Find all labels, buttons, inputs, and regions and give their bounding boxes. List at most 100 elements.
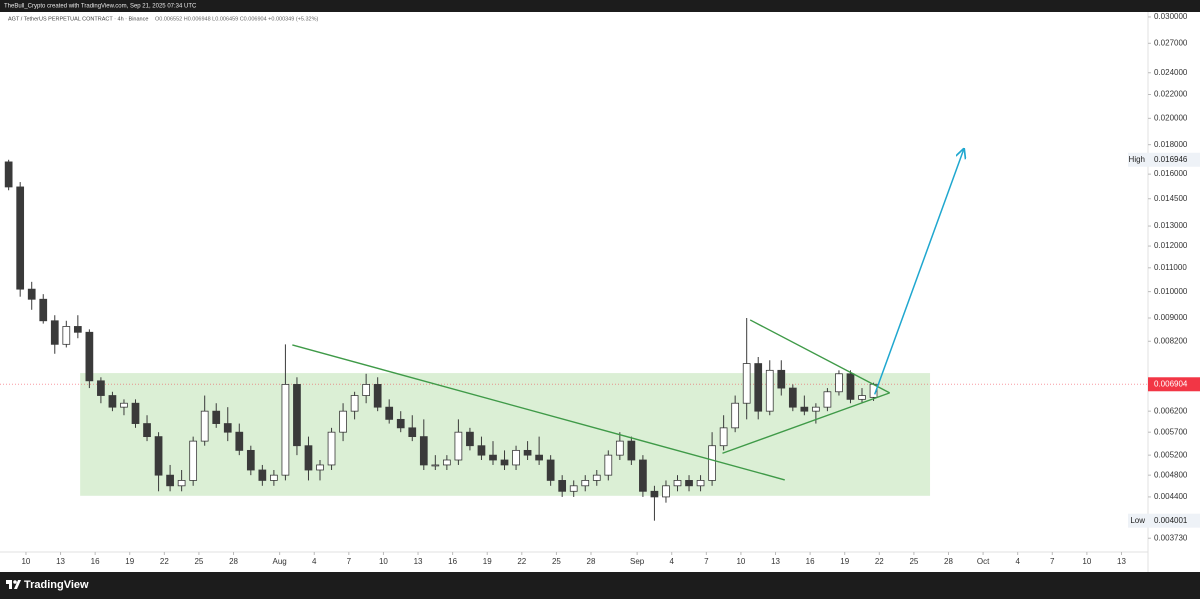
candle-body	[558, 480, 567, 492]
candle-body	[788, 387, 797, 408]
candle-body	[108, 395, 117, 408]
y-tick-label: 0.018000	[1154, 140, 1188, 149]
candle-body	[535, 454, 543, 461]
zone	[80, 373, 931, 496]
candle-body	[858, 395, 866, 400]
high-tag	[1148, 152, 1200, 167]
y-tick-label: 0.020000	[1154, 113, 1188, 122]
candle-body	[339, 410, 347, 433]
x-tick-label: Oct	[977, 557, 990, 566]
x-tick-label: 7	[704, 557, 709, 566]
high-name: High	[1129, 155, 1145, 164]
candle-body	[777, 369, 786, 389]
low-name: Low	[1130, 516, 1145, 525]
candle-body	[443, 459, 451, 466]
candle-body	[258, 469, 267, 481]
candle-body	[396, 418, 405, 429]
y-tick-label: 0.003730	[1154, 533, 1188, 542]
y-tick-label: 0.010000	[1154, 287, 1188, 296]
candle-body	[673, 480, 682, 487]
candle-body	[200, 410, 209, 442]
candle-body	[62, 326, 71, 345]
candle-body	[281, 384, 290, 476]
top-bar	[0, 0, 1200, 12]
x-tick-label: 16	[448, 557, 457, 566]
x-tick-label: Sep	[630, 557, 645, 566]
candle-body	[327, 431, 336, 466]
candle-body	[27, 288, 36, 300]
candle-body	[131, 402, 140, 424]
low-name-box	[1128, 513, 1148, 528]
candle-body	[662, 485, 670, 498]
x-tick-label: 28	[229, 557, 238, 566]
candle-body	[708, 445, 716, 481]
candle-body	[569, 485, 578, 492]
candle-body	[466, 431, 474, 447]
candle-body	[823, 391, 832, 408]
candle-body	[685, 480, 693, 487]
candle-body	[627, 440, 636, 461]
candle-body	[362, 384, 370, 396]
x-tick-label: 4	[670, 557, 675, 566]
candle-body	[523, 449, 532, 456]
y-tick-label: 0.005200	[1154, 450, 1188, 459]
x-tick-label: 19	[840, 557, 849, 566]
candle-body	[489, 454, 497, 461]
candle-body	[223, 423, 232, 433]
candle-body	[304, 445, 313, 471]
candle-body	[604, 454, 613, 476]
candle-body	[143, 423, 151, 438]
x-tick-label: 4	[1015, 557, 1020, 566]
y-tick-label: 0.016000	[1154, 169, 1188, 178]
candle-body	[719, 427, 728, 447]
trend-line	[749, 319, 891, 394]
candle-body	[477, 445, 486, 456]
candle-body	[350, 395, 359, 412]
x-tick-label: 19	[125, 557, 134, 566]
candle-body	[177, 480, 186, 487]
candle-body	[189, 440, 198, 481]
x-tick-label: 13	[771, 557, 780, 566]
y-tick-label: 0.005700	[1154, 427, 1188, 436]
x-tick-label: 10	[379, 557, 388, 566]
candle-body	[385, 406, 394, 420]
y-tick-label: 0.004400	[1154, 492, 1188, 501]
last-price-label: 0.006904	[1154, 379, 1188, 388]
y-tick-label: 0.027000	[1154, 38, 1188, 47]
candle-body	[373, 384, 382, 408]
y-tick-label: 0.030000	[1154, 12, 1188, 21]
x-tick-label: 10	[1082, 557, 1091, 566]
x-tick-label: 22	[875, 557, 884, 566]
x-tick-label: Aug	[273, 557, 287, 566]
x-tick-label: 13	[1117, 557, 1126, 566]
high-name-box	[1128, 152, 1148, 167]
y-tick-label: 0.011000	[1154, 263, 1187, 272]
x-tick-label: 28	[944, 557, 953, 566]
high-label: 0.016946	[1154, 155, 1188, 164]
candle-body	[835, 373, 843, 393]
candle-body	[16, 186, 25, 290]
y-tick-label: 0.012000	[1154, 241, 1188, 250]
candle-body	[293, 384, 301, 447]
candle-body	[39, 298, 48, 322]
candle-body	[765, 369, 774, 412]
candle-body	[120, 402, 128, 408]
ohlc-text: O0.006552 H0.006948 L0.006459 C0.006904 …	[155, 16, 318, 22]
candle-body	[235, 431, 244, 451]
x-tick-label: 22	[160, 557, 169, 566]
candle-body	[639, 459, 647, 492]
trend-line	[722, 392, 890, 454]
candle-body	[431, 464, 440, 467]
x-tick-label: 13	[414, 557, 423, 566]
logo	[6, 580, 21, 589]
candle-body	[800, 406, 809, 412]
candle-body	[4, 161, 13, 188]
candle-body	[742, 363, 751, 404]
candle-body	[50, 320, 59, 345]
candle-body	[546, 459, 555, 481]
candle-body	[316, 464, 324, 471]
y-tick-label: 0.009000	[1154, 313, 1188, 322]
plot-area	[0, 150, 1148, 521]
candle-body	[696, 480, 705, 487]
